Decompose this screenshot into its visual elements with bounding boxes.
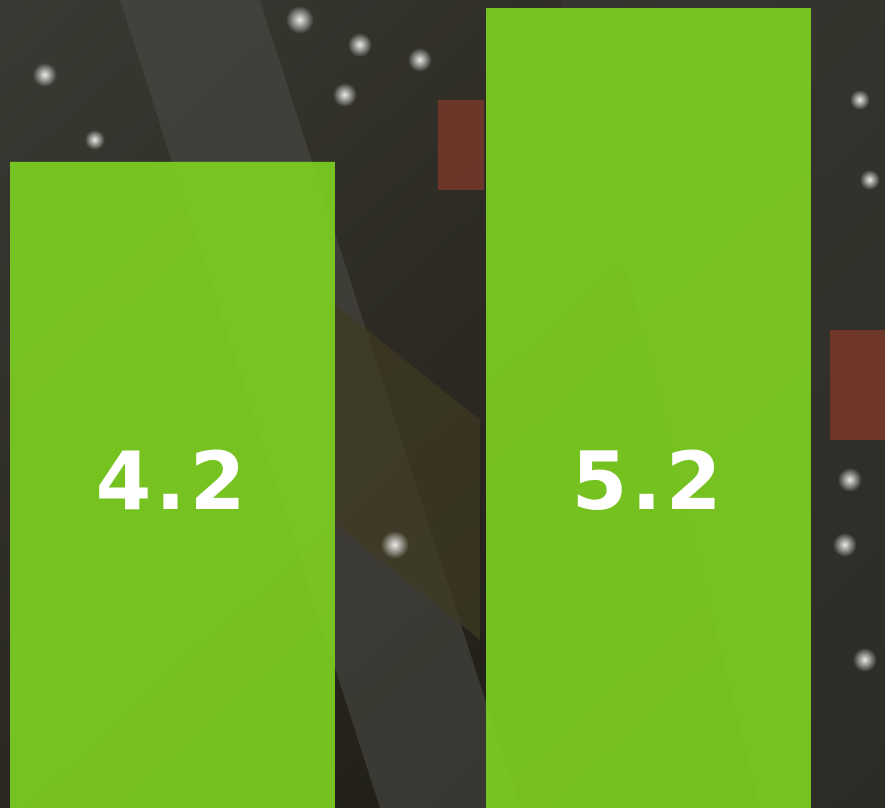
bar — [486, 8, 811, 808]
plot-area: 4.2 5.2 — [10, 8, 811, 808]
value-label: 5.2 — [572, 435, 726, 528]
value-label: 4.2 — [96, 435, 250, 528]
bar — [10, 161, 335, 808]
